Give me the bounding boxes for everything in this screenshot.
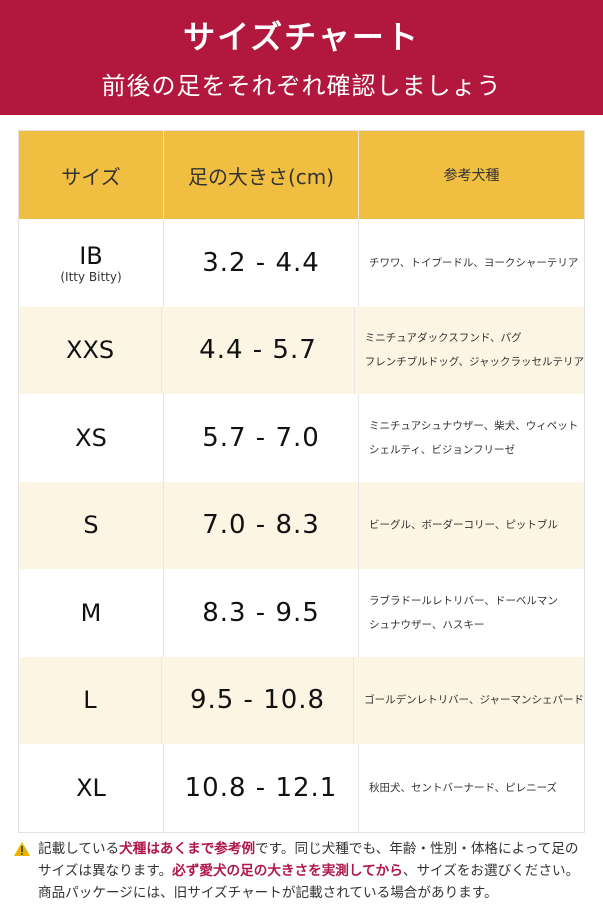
- table-row: S 7.0 - 8.3 ビーグル、ボーダーコリー、ピットブル: [19, 481, 584, 570]
- breed-line: ゴールデンレトリバー、ジャーマンシェパード: [364, 694, 584, 707]
- breed-line: シュナウザー、ハスキー: [369, 618, 485, 631]
- breeds-cell: ラブラドールレトリバー、ドーベルマン シュナウザー、ハスキー: [359, 569, 584, 657]
- column-header-size: サイズ: [19, 131, 164, 219]
- breed-line: ビーグル、ボーダーコリー、ピットブル: [369, 519, 558, 532]
- size-chart-table: サイズ 足の大きさ(cm) 参考犬種 IB (Itty Bitty) 3.2 - 4…: [18, 130, 585, 833]
- column-header-breeds: 参考犬種: [443, 168, 500, 184]
- page-title: サイズチャート: [183, 18, 420, 56]
- size-label: M: [80, 598, 102, 627]
- breed-line: ミニチュアダックスフンド、パグ: [364, 332, 522, 345]
- foot-size-range: 9.5 - 10.8: [189, 685, 326, 716]
- table-row: XS 5.7 - 7.0 ミニチュアシュナウザー、柴犬、ウィペット シェルティ、ビジョ…: [19, 394, 584, 482]
- note-emphasis: 必ず愛犬の足の大きさを実測してから: [172, 863, 403, 879]
- foot-size-range: 5.7 - 7.0: [202, 422, 320, 453]
- note-text: 、サイズをお選びください。: [402, 863, 580, 879]
- size-label: XS: [75, 423, 107, 452]
- size-cell: IB (Itty Bitty): [19, 219, 164, 307]
- foot-size-range: 8.3 - 9.5: [202, 597, 320, 628]
- table-row: XL 10.8 - 12.1 秋田犬、セントバーナード、ピレニーズ: [19, 744, 584, 832]
- note-emphasis: 犬種はあくまで参考例: [119, 841, 256, 857]
- page-subtitle: 前後の足をそれぞれ確認しましょう: [101, 72, 502, 100]
- foot-size-cell: 9.5 - 10.8: [162, 656, 355, 744]
- breed-line: ミニチュアシュナウザー、柴犬、ウィペット: [369, 419, 579, 432]
- foot-size-cell: 8.3 - 9.5: [164, 569, 359, 657]
- size-label: S: [83, 511, 99, 540]
- breeds-cell: チワワ、トイプードル、ヨークシャーテリア: [359, 219, 584, 307]
- note-line-3: 商品パッケージには、旧サイズチャートが記載されている場合があります。: [38, 885, 498, 901]
- foot-size-cell: 3.2 - 4.4: [164, 219, 359, 307]
- note-text: です。同じ犬種でも、年齢・性別・体格によって足の: [255, 841, 579, 857]
- table-row: L 9.5 - 10.8 ゴールデンレトリバー、ジャーマンシェパード: [19, 656, 584, 745]
- caution-note: 記載している犬種はあくまで参考例です。同じ犬種でも、年齢・性別・体格によって足の…: [14, 838, 594, 904]
- column-header-foot-size: 足の大きさ(cm): [164, 131, 359, 219]
- foot-size-cell: 7.0 - 8.3: [164, 481, 359, 569]
- note-text: 記載している: [38, 841, 120, 857]
- size-cell: XS: [19, 394, 164, 482]
- table-header-row: サイズ 足の大きさ(cm) 参考犬種: [19, 131, 584, 219]
- size-cell: L: [19, 656, 162, 744]
- foot-size-cell: 5.7 - 7.0: [164, 394, 359, 482]
- size-cell: M: [19, 569, 164, 657]
- table-row: XXS 4.4 - 5.7 ミニチュアダックスフンド、パグフレンチブルドッグ、ジャッ…: [19, 306, 584, 395]
- foot-size-range: 10.8 - 12.1: [184, 772, 338, 803]
- breeds-cell: ゴールデンレトリバー、ジャーマンシェパード: [354, 657, 584, 745]
- breed-line: 秋田犬、セントバーナード、ピレニーズ: [369, 781, 558, 794]
- breed-line: チワワ、トイプードル、ヨークシャーテリア: [369, 256, 579, 269]
- breeds-cell: ミニチュアシュナウザー、柴犬、ウィペット シェルティ、ビジョンフリーゼ: [359, 394, 584, 482]
- table-row: IB (Itty Bitty) 3.2 - 4.4 チワワ、トイプードル、ヨークシャー…: [19, 219, 584, 307]
- breed-line: フレンチブルドッグ、ジャックラッセルテリア: [364, 356, 584, 369]
- foot-size-range: 4.4 - 5.7: [199, 335, 317, 366]
- table-row: M 8.3 - 9.5 ラブラドールレトリバー、ドーベルマン シュナウザー、ハスキー: [19, 569, 584, 657]
- warning-icon: [14, 842, 30, 856]
- breeds-cell: ミニチュアダックスフンド、パグフレンチブルドッグ、ジャックラッセルテリア: [355, 307, 584, 395]
- foot-size-cell: 4.4 - 5.7: [162, 306, 355, 394]
- size-cell: S: [19, 481, 164, 569]
- breed-line: ラブラドールレトリバー、ドーベルマン: [369, 594, 558, 607]
- size-label: XL: [76, 773, 106, 802]
- size-cell: XL: [19, 744, 164, 832]
- size-label: XXS: [66, 336, 115, 365]
- breeds-cell: ビーグル、ボーダーコリー、ピットブル: [359, 482, 584, 570]
- foot-size-cell: 10.8 - 12.1: [164, 744, 359, 832]
- size-label: IB: [79, 241, 103, 270]
- note-line-1: 記載している犬種はあくまで参考例です。同じ犬種でも、年齢・性別・体格によって足の: [14, 838, 594, 860]
- size-label: L: [83, 686, 97, 715]
- breed-line: シェルティ、ビジョンフリーゼ: [369, 443, 516, 456]
- foot-size-range: 3.2 - 4.4: [202, 247, 320, 278]
- size-cell: XXS: [19, 306, 163, 394]
- note-text: サイズは異なります。: [38, 863, 173, 879]
- note-line-2: サイズは異なります。必ず愛犬の足の大きさを実測してから、サイズをお選びください。: [14, 860, 594, 882]
- size-sublabel: (Itty Bitty): [60, 269, 122, 284]
- header-banner: サイズチャート 前後の足をそれぞれ確認しましょう: [0, 0, 603, 115]
- foot-size-range: 7.0 - 8.3: [202, 510, 320, 541]
- breeds-cell: 秋田犬、セントバーナード、ピレニーズ: [359, 744, 584, 832]
